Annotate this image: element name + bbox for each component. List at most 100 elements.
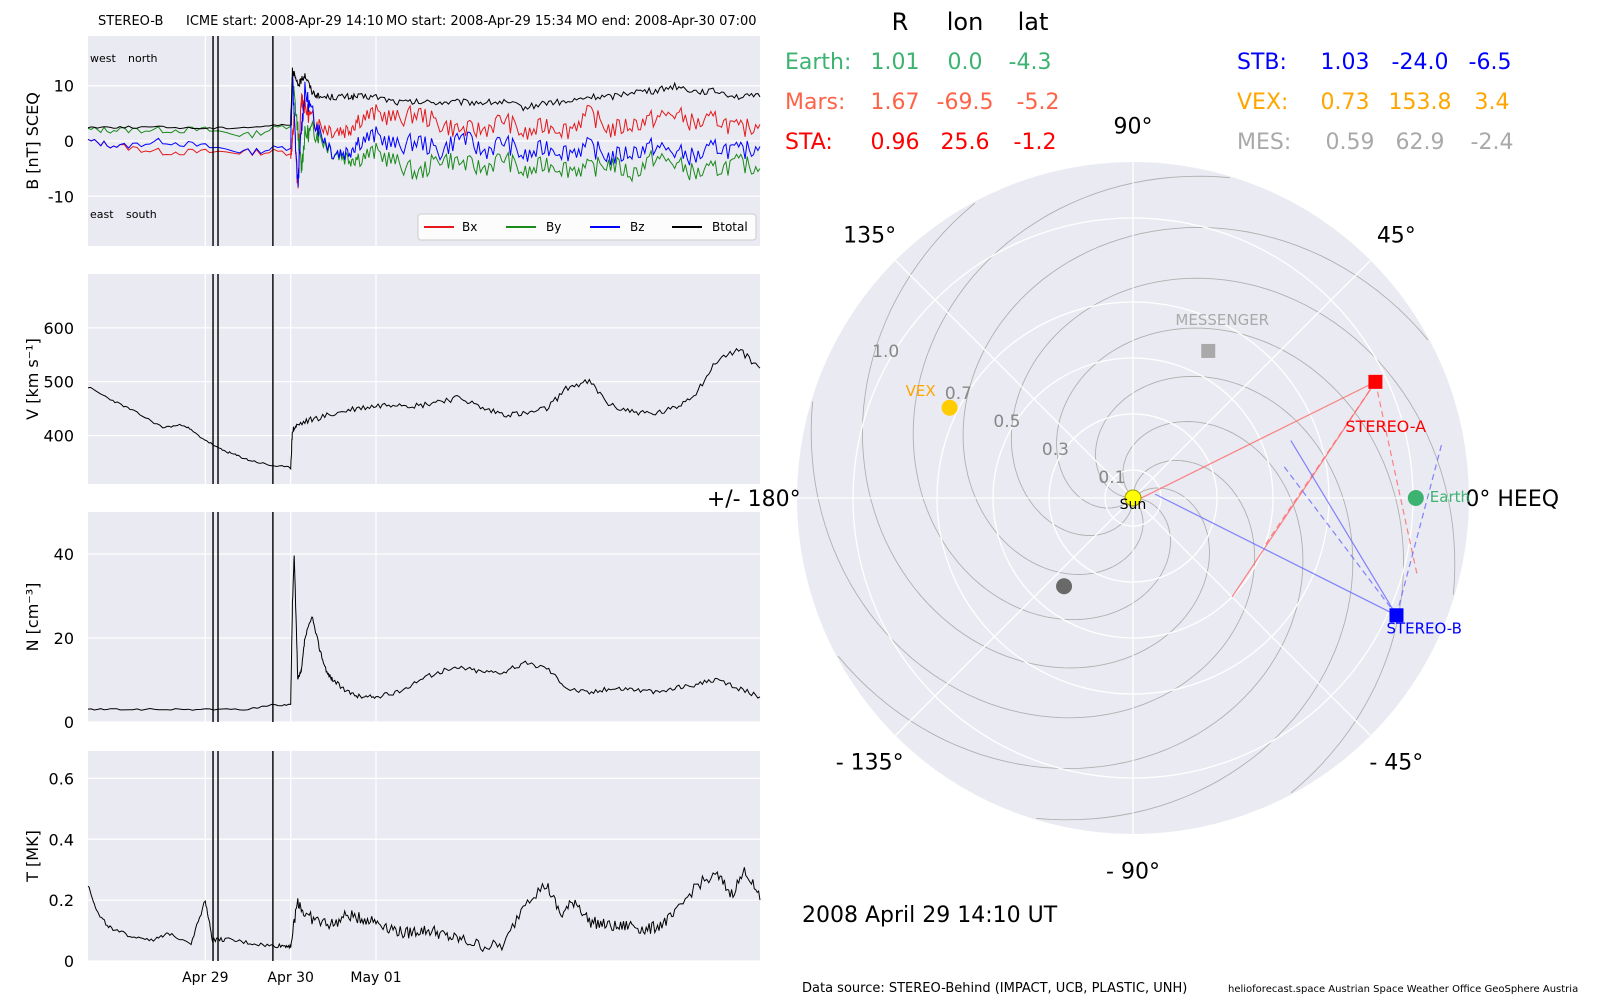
table-stb-lon: -24.0 [1392, 50, 1449, 75]
radial-label: 0.5 [993, 412, 1020, 432]
table-mes-label: MES: [1237, 130, 1291, 155]
annotation-west: west [90, 52, 116, 65]
view-line [1141, 381, 1376, 499]
y-tick-label: 0 [64, 952, 74, 971]
panel-background [88, 274, 760, 484]
radial-label: 1.0 [872, 342, 899, 362]
parker-spiral [1010, 277, 1456, 595]
legend-label-by: By [546, 220, 561, 234]
angular-grid-line [894, 259, 1134, 499]
radial-label: 0.1 [1098, 468, 1125, 488]
angular-grid-line [894, 497, 1134, 737]
table-earth-lat: -4.3 [1009, 50, 1052, 75]
radial-label: 0.3 [1042, 440, 1069, 460]
parker-spiral [837, 421, 1304, 770]
panel-background [88, 512, 760, 722]
header-mo-end: MO end: 2008-Apr-30 07:00 [576, 14, 757, 29]
annotation-east: east [90, 208, 114, 221]
panel-density: 0 20 40 N [cm⁻³] [23, 512, 761, 732]
series-line-btotal [87, 67, 761, 130]
table-mars-lon: -69.5 [937, 90, 994, 115]
radial-label: 0.7 [945, 384, 972, 404]
parker-spiral [1056, 327, 1405, 794]
footer-source: Data source: STEREO-Behind (IMPACT, UCB,… [802, 981, 1187, 996]
y-tick-label: 0.2 [49, 891, 74, 910]
y-axis-label: V [km s⁻¹] [23, 338, 42, 420]
table-sta-lat: -1.2 [1014, 130, 1057, 155]
y-tick-label: 10 [54, 77, 74, 96]
body-marker-earth [1407, 490, 1424, 506]
annotation-north: north [128, 52, 158, 65]
body-marker-mercury [1056, 578, 1073, 595]
body-label-vex: VEX [906, 382, 936, 400]
polar-plot: 0.1 0.3 0.5 0.7 1.0 90° 45° 0° HEEQ - 45° - 90° - … [707, 115, 1559, 885]
y-tick-label: 20 [54, 629, 74, 648]
body-label-sun: Sun [1120, 497, 1147, 513]
x-tick-label-may01: May 01 [350, 970, 401, 986]
body-label-stereo-b: STEREO-B [1386, 619, 1461, 637]
angle-label: 0° HEEQ [1465, 487, 1559, 512]
table-earth-label: Earth: [785, 50, 851, 75]
y-tick-label: 0 [64, 713, 74, 732]
table-vex-lat: 3.4 [1475, 90, 1510, 115]
legend-box [417, 213, 757, 241]
series-line-n [87, 555, 761, 711]
body-marker-messenger [1201, 343, 1216, 358]
parker-spiral [912, 175, 1230, 621]
angle-label: 135° [843, 224, 896, 249]
view-line [1154, 493, 1397, 616]
table-mes-r: 0.59 [1326, 130, 1375, 155]
date-label: 2008 April 29 14:10 UT [802, 903, 1058, 928]
x-tick-label-apr30: Apr 30 [267, 970, 313, 986]
y-tick-label: -10 [48, 187, 74, 206]
table-sta-r: 0.96 [871, 130, 920, 155]
series-line-bz [87, 71, 761, 187]
series-line-t [87, 867, 761, 953]
y-axis-label: N [cm⁻³] [23, 583, 42, 652]
legend: Bx By Bz Btotal [417, 213, 757, 241]
view-line [1264, 381, 1376, 547]
legend-label-bz: Bz [630, 220, 645, 234]
y-tick-label: 400 [43, 427, 74, 446]
table-vex-r: 0.73 [1321, 90, 1370, 115]
angular-grid-line [1132, 259, 1372, 499]
position-table: R lon lat Earth: 1.01 0.0 -4.3 Mars: 1.6… [785, 8, 1513, 155]
body-label-stereo-a: STEREO-A [1345, 417, 1426, 436]
y-axis-label: T [MK] [23, 830, 42, 883]
table-mars-lat: -5.2 [1017, 90, 1060, 115]
view-line [1290, 440, 1397, 616]
table-mes-lon: 62.9 [1396, 130, 1445, 155]
y-tick-label: 0.6 [49, 769, 74, 788]
y-tick-label: 0.4 [49, 830, 74, 849]
angle-label: 90° [1114, 115, 1153, 140]
table-stb-label: STB: [1237, 50, 1287, 75]
table-stb-lat: -6.5 [1469, 50, 1512, 75]
parker-spiral [861, 202, 1210, 669]
table-mars-r: 1.67 [871, 90, 920, 115]
angular-grid-line [1132, 497, 1372, 737]
table-header-lon: lon [947, 8, 984, 36]
table-earth-r: 1.01 [871, 50, 920, 75]
y-tick-label: 40 [54, 545, 74, 564]
header-mo-start: MO start: 2008-Apr-29 15:34 [386, 14, 572, 29]
y-tick-label: 500 [43, 373, 74, 392]
table-mes-lat: -2.4 [1471, 130, 1514, 155]
body-label-earth: Earth [1430, 488, 1470, 506]
table-earth-lon: 0.0 [948, 50, 983, 75]
angle-label: - 90° [1106, 859, 1160, 884]
legend-label-bx: Bx [462, 220, 477, 234]
x-tick-label-apr29: Apr 29 [182, 970, 228, 986]
annotation-south: south [126, 208, 157, 221]
body-marker-sun [1124, 489, 1142, 507]
parker-spiral [962, 226, 1429, 575]
panel-temperature: 0 0.2 0.4 0.6 T [MK] [23, 751, 761, 971]
table-mars-label: Mars: [785, 90, 845, 115]
y-axis-label: B [nT] SCEQ [23, 92, 42, 190]
angle-label: +/- 180° [707, 487, 801, 512]
angle-label: - 135° [836, 750, 904, 775]
y-tick-label: 600 [43, 319, 74, 338]
body-marker-stereo-b [1389, 608, 1404, 623]
table-header-r: R [892, 8, 909, 36]
parker-spiral [810, 401, 1256, 719]
